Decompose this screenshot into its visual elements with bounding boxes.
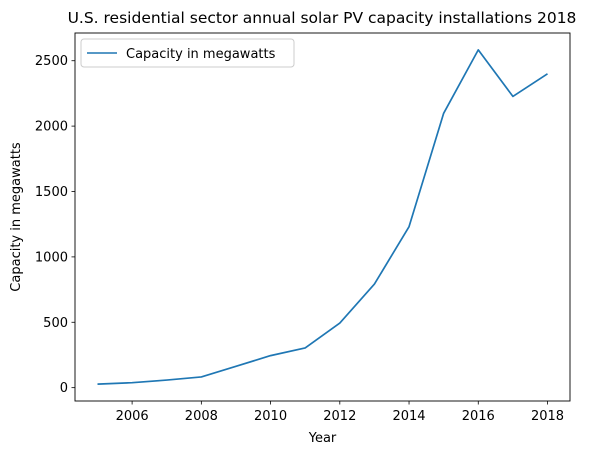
legend: Capacity in megawatts (80, 38, 295, 68)
x-tick-label: 2018 (531, 409, 564, 424)
data-point (339, 322, 341, 324)
series-layer (97, 49, 549, 385)
data-point (374, 283, 376, 285)
y-tick-label: 2500 (35, 54, 68, 69)
data-point (547, 73, 549, 75)
legend-label: Capacity in megawatts (126, 47, 276, 62)
x-axis-ticks: 2006 2008 2010 2012 2014 2016 2018 (116, 401, 564, 424)
legend-box (80, 38, 295, 68)
y-tick-label: 2000 (35, 120, 68, 135)
y-tick-label: 500 (43, 316, 68, 331)
x-tick-label: 2016 (462, 409, 495, 424)
data-point (131, 382, 133, 384)
x-tick-label: 2012 (323, 409, 356, 424)
x-tick-label: 2014 (392, 409, 425, 424)
y-tick-label: 0 (60, 381, 68, 396)
x-axis-label: Year (308, 431, 337, 446)
x-tick-label: 2006 (116, 409, 149, 424)
data-point (512, 96, 514, 98)
data-point (443, 112, 445, 114)
data-point (235, 365, 237, 367)
data-point (408, 226, 410, 228)
data-point (477, 49, 479, 51)
data-point (304, 347, 306, 349)
plot-frame (74, 32, 571, 402)
data-point (166, 379, 168, 381)
y-tick-label: 1500 (35, 185, 68, 200)
x-tick-label: 2010 (254, 409, 287, 424)
chart-title: U.S. residential sector annual solar PV … (68, 9, 577, 27)
data-point (270, 355, 272, 357)
series-line (97, 49, 548, 385)
data-point (97, 383, 99, 385)
y-axis-ticks: 0 500 1000 1500 2000 2500 (35, 54, 75, 396)
data-point (200, 376, 202, 378)
x-tick-label: 2008 (185, 409, 218, 424)
y-tick-label: 1000 (35, 250, 68, 265)
y-axis-label: Capacity in megawatts (9, 142, 24, 292)
